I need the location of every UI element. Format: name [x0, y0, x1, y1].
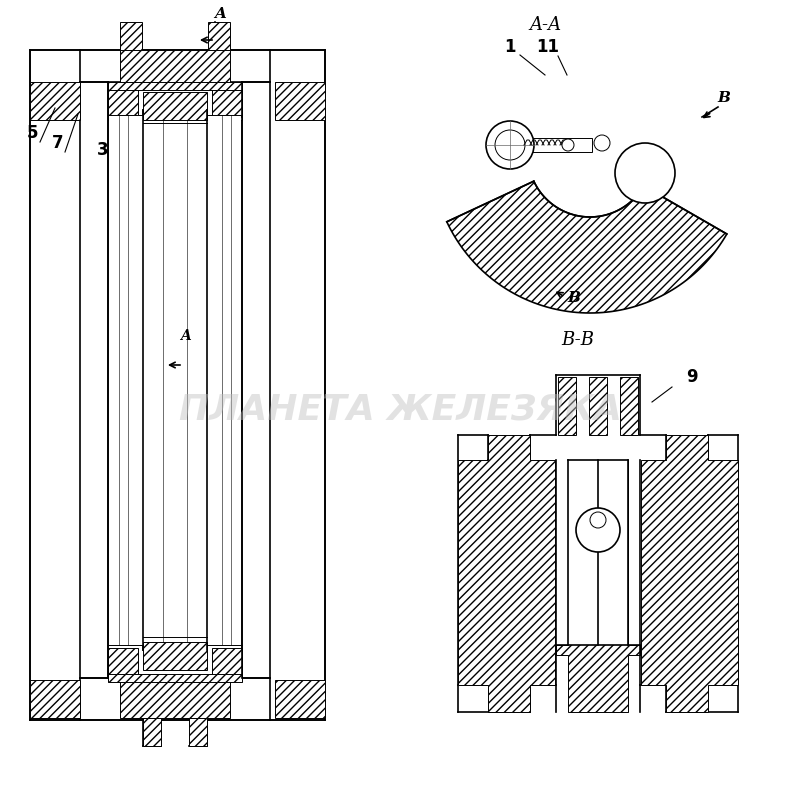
- Text: 11: 11: [537, 38, 559, 56]
- Bar: [108, 90, 138, 120]
- Bar: [143, 718, 161, 746]
- Polygon shape: [556, 460, 640, 712]
- Text: B: B: [718, 91, 730, 105]
- Circle shape: [590, 512, 606, 528]
- Bar: [143, 92, 207, 120]
- Bar: [212, 90, 242, 120]
- Polygon shape: [530, 95, 650, 215]
- Polygon shape: [458, 435, 555, 712]
- Polygon shape: [641, 435, 738, 712]
- Bar: [208, 22, 230, 50]
- Circle shape: [576, 508, 620, 552]
- Text: ПЛАНЕТА ЖЕЛЕЗЯКА: ПЛАНЕТА ЖЕЛЕЗЯКА: [178, 393, 622, 427]
- Circle shape: [594, 135, 610, 151]
- Bar: [556, 460, 628, 645]
- Bar: [189, 718, 207, 746]
- Bar: [108, 674, 242, 682]
- Circle shape: [615, 143, 675, 203]
- Text: A: A: [180, 329, 190, 343]
- Circle shape: [562, 139, 574, 151]
- Circle shape: [486, 121, 534, 169]
- Text: 1: 1: [504, 38, 516, 56]
- Text: B-B: B-B: [562, 331, 594, 349]
- Bar: [30, 82, 80, 120]
- Bar: [108, 648, 138, 680]
- Bar: [30, 50, 325, 720]
- Bar: [589, 377, 607, 435]
- Bar: [143, 642, 207, 670]
- Text: A: A: [214, 7, 226, 21]
- Text: 9: 9: [686, 368, 698, 386]
- Bar: [108, 82, 242, 90]
- Text: B: B: [567, 291, 581, 305]
- Bar: [558, 377, 576, 435]
- Bar: [120, 50, 230, 82]
- Text: 7: 7: [52, 134, 64, 152]
- Bar: [275, 82, 325, 120]
- Bar: [212, 648, 242, 680]
- Bar: [275, 680, 325, 718]
- Bar: [30, 680, 80, 718]
- Bar: [620, 377, 638, 435]
- Bar: [120, 22, 142, 50]
- Bar: [522, 138, 592, 152]
- Text: 3: 3: [97, 141, 109, 159]
- Polygon shape: [447, 182, 727, 313]
- Bar: [109, 115, 241, 645]
- Text: A-A: A-A: [529, 16, 561, 34]
- Text: 5: 5: [26, 124, 38, 142]
- Bar: [120, 680, 230, 718]
